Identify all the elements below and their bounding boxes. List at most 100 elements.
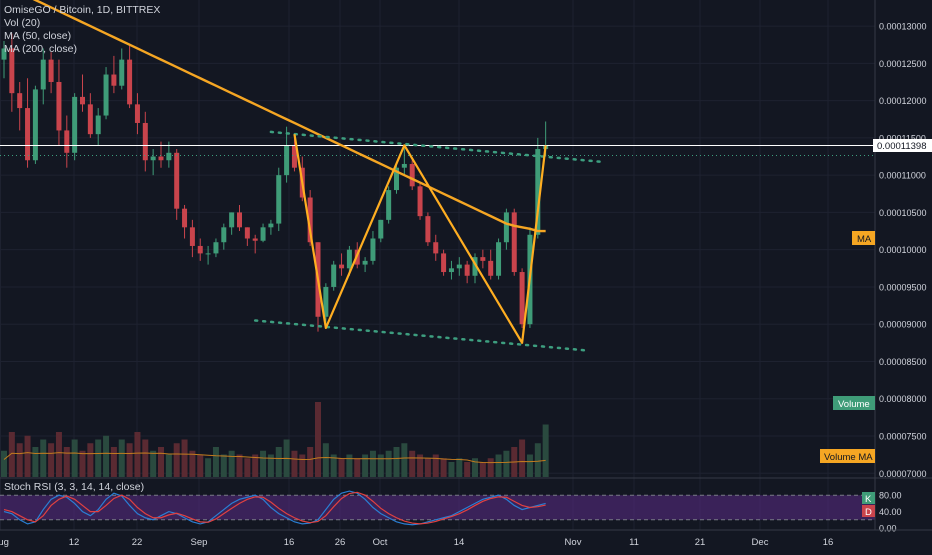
candle-body[interactable] bbox=[17, 93, 23, 109]
candle-body[interactable] bbox=[268, 223, 274, 228]
candle-body[interactable] bbox=[401, 163, 407, 168]
time-tick-label: 14 bbox=[454, 537, 465, 548]
candle-body[interactable] bbox=[95, 115, 101, 135]
candle-body[interactable] bbox=[409, 163, 415, 187]
volume-bar bbox=[369, 450, 376, 477]
candle-body[interactable] bbox=[1, 48, 7, 60]
candle-body[interactable] bbox=[346, 249, 352, 269]
stoch-rsi-pane: 80.00 40.00 0.00 bbox=[0, 490, 902, 534]
candle-body[interactable] bbox=[158, 156, 164, 161]
candle-body[interactable] bbox=[221, 227, 227, 243]
candle-body[interactable] bbox=[362, 260, 368, 265]
volume-bar bbox=[110, 447, 117, 477]
lower-trendline bbox=[253, 319, 587, 352]
candle-body[interactable] bbox=[72, 96, 78, 153]
candle-body[interactable] bbox=[472, 257, 478, 276]
candle-body[interactable] bbox=[464, 264, 470, 276]
candle-body[interactable] bbox=[134, 104, 140, 123]
candle-body[interactable] bbox=[237, 212, 242, 228]
candle-body[interactable] bbox=[103, 74, 109, 116]
volume-bar bbox=[8, 432, 15, 477]
candle-body[interactable] bbox=[205, 253, 211, 255]
candle-body[interactable] bbox=[64, 130, 70, 153]
volume-bar bbox=[189, 450, 196, 477]
candle-body[interactable] bbox=[127, 59, 133, 105]
candle-body[interactable] bbox=[166, 152, 172, 161]
candle-body[interactable] bbox=[307, 197, 313, 243]
stoch-tick-label: 40.00 bbox=[879, 507, 902, 517]
candle-body[interactable] bbox=[441, 253, 447, 273]
volume-bar bbox=[487, 458, 494, 477]
price-tick-label: 0.00012000 bbox=[879, 96, 927, 106]
volume-bar bbox=[165, 454, 172, 477]
volume-bar bbox=[150, 450, 157, 477]
candle-body[interactable] bbox=[119, 59, 125, 86]
candle-body[interactable] bbox=[213, 242, 219, 254]
candle-body[interactable] bbox=[40, 59, 46, 90]
indicator-ma-200: MA (200, close) bbox=[4, 43, 77, 55]
ma-badge-label: MA bbox=[857, 234, 872, 245]
candle-body[interactable] bbox=[189, 227, 195, 246]
candle-body[interactable] bbox=[284, 145, 290, 176]
candle-body[interactable] bbox=[339, 264, 345, 269]
time-tick-label: Nov bbox=[565, 537, 582, 548]
price-tick-label: 0.00011500 bbox=[879, 133, 926, 143]
volume-bar bbox=[479, 462, 486, 477]
candle-body[interactable] bbox=[142, 122, 148, 161]
candle-body[interactable] bbox=[87, 104, 93, 135]
volume-bar bbox=[440, 458, 447, 477]
candle-body[interactable] bbox=[386, 190, 392, 220]
candles[interactable] bbox=[1, 33, 549, 332]
price-tick-label: 0.00007500 bbox=[879, 432, 927, 442]
candle-body[interactable] bbox=[244, 227, 250, 239]
candle-body[interactable] bbox=[535, 149, 541, 235]
volume-bar bbox=[95, 439, 102, 477]
candle-body[interactable] bbox=[150, 156, 156, 161]
candle-body[interactable] bbox=[80, 96, 85, 105]
candle-body[interactable] bbox=[182, 208, 188, 228]
stoch-band bbox=[0, 495, 875, 520]
candle-body[interactable] bbox=[456, 264, 462, 269]
volume-bar bbox=[40, 439, 47, 477]
candle-body[interactable] bbox=[323, 286, 329, 317]
candle-body[interactable] bbox=[503, 212, 509, 243]
candle-body[interactable] bbox=[56, 81, 62, 131]
volume-bar bbox=[307, 447, 314, 477]
candle-body[interactable] bbox=[32, 89, 38, 161]
candle-body[interactable] bbox=[276, 175, 282, 224]
candle-body[interactable] bbox=[9, 48, 15, 94]
candle-body[interactable] bbox=[480, 257, 486, 261]
candle-body[interactable] bbox=[448, 268, 454, 273]
candle-body[interactable] bbox=[252, 238, 258, 241]
candle-body[interactable] bbox=[425, 216, 431, 243]
candle-body[interactable] bbox=[417, 186, 423, 217]
candle-body[interactable] bbox=[174, 152, 180, 209]
candle-body[interactable] bbox=[197, 245, 203, 254]
volume-bar bbox=[55, 432, 62, 477]
candle-body[interactable] bbox=[111, 74, 117, 86]
volume-bar bbox=[134, 432, 141, 477]
candle-body[interactable] bbox=[433, 242, 439, 254]
candle-body[interactable] bbox=[511, 212, 517, 273]
volume-bar bbox=[1, 450, 7, 477]
candle-body[interactable] bbox=[519, 272, 525, 325]
candle-body[interactable] bbox=[496, 242, 502, 276]
candle-body[interactable] bbox=[331, 264, 337, 287]
price-tick-label: 0.00009000 bbox=[879, 320, 927, 330]
candle-body[interactable] bbox=[25, 108, 31, 161]
candle-body[interactable] bbox=[378, 219, 384, 239]
ma-badge bbox=[852, 231, 875, 245]
candle-body[interactable] bbox=[488, 260, 494, 276]
time-tick-label: 11 bbox=[629, 537, 639, 548]
candle-body[interactable] bbox=[229, 212, 235, 228]
grid bbox=[0, 0, 875, 530]
candle-body[interactable] bbox=[260, 227, 266, 241]
volume-bar bbox=[71, 439, 78, 477]
price-tick-label: 0.00010500 bbox=[879, 208, 927, 218]
candle-body[interactable] bbox=[48, 59, 54, 82]
candle-body[interactable] bbox=[370, 238, 376, 261]
candle-body[interactable] bbox=[291, 145, 297, 168]
candle-body[interactable] bbox=[394, 167, 399, 191]
